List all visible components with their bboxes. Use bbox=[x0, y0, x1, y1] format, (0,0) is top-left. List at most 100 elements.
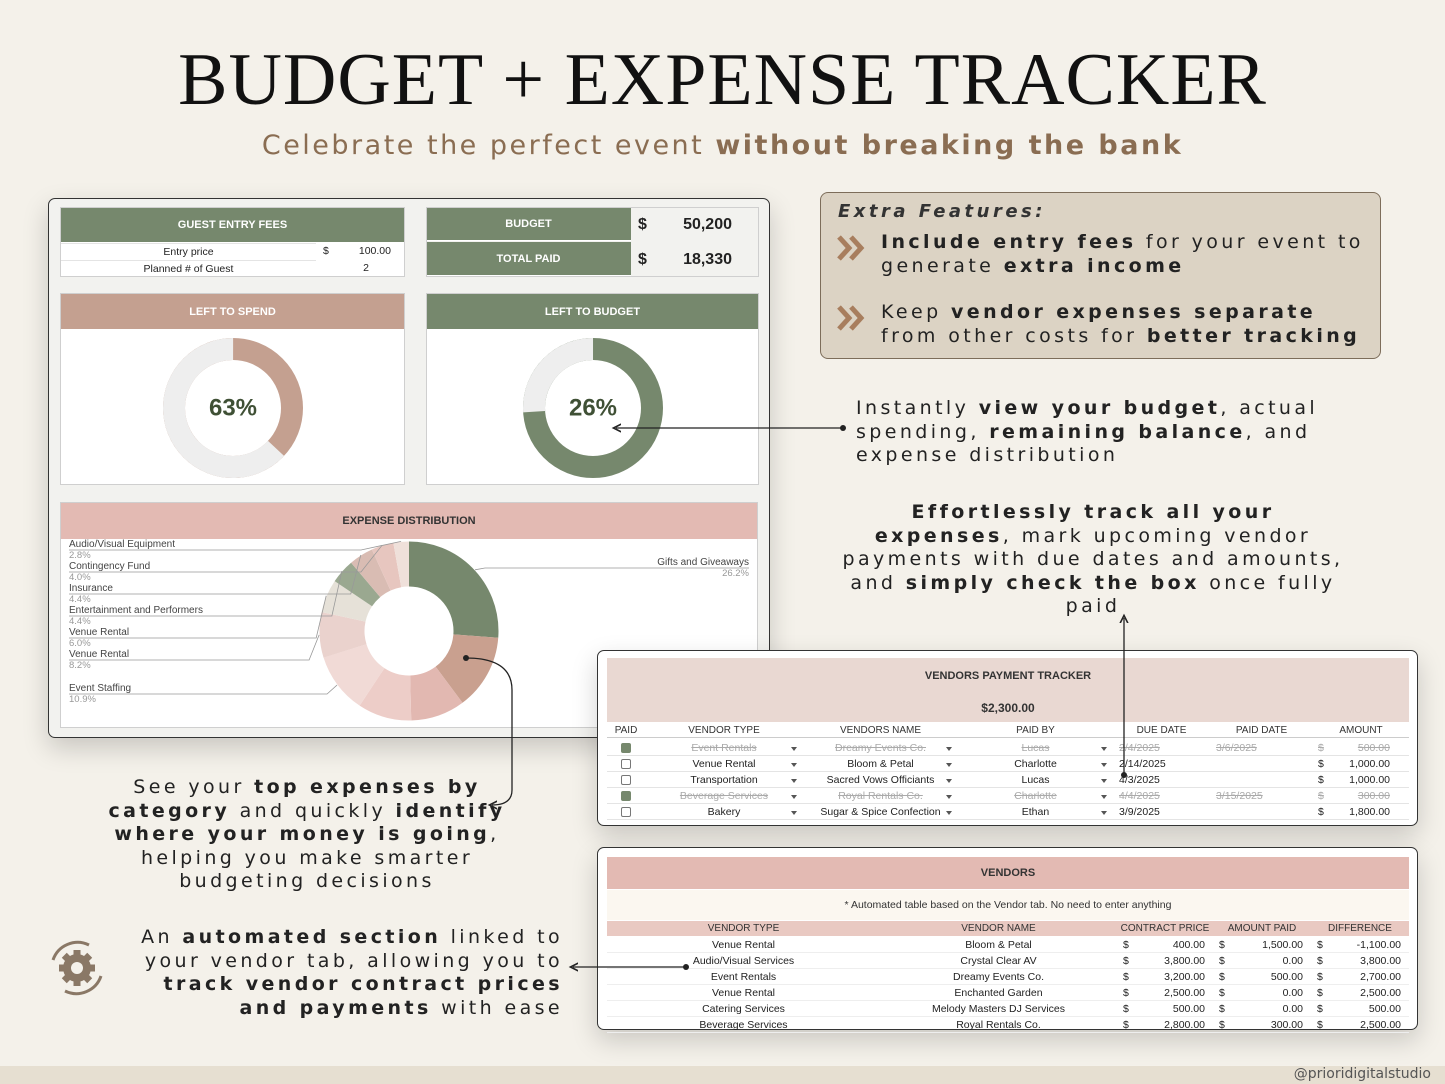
cell-due-date: 2/4/2025 bbox=[1119, 742, 1160, 754]
leader-line bbox=[69, 554, 362, 595]
guest-fees-header: GUEST ENTRY FEES bbox=[61, 208, 404, 242]
text-segment: Instantly bbox=[856, 397, 979, 419]
pie-slice bbox=[319, 541, 499, 721]
cell-vendor-name: Sugar & Spice Confection bbox=[820, 806, 941, 818]
slice-name: Insurance bbox=[69, 583, 113, 594]
cell-amount: 1,000.00 bbox=[1349, 758, 1390, 770]
leader-line bbox=[474, 567, 749, 571]
paid-checkbox bbox=[621, 807, 631, 817]
row-line bbox=[607, 771, 1409, 772]
slice-name: Event Staffing bbox=[69, 683, 131, 694]
cell-vendor-type: Venue Rental bbox=[692, 758, 756, 770]
text-segment: Include entry fees bbox=[881, 231, 1137, 253]
text-segment: Keep bbox=[881, 301, 951, 323]
slice-percent: 4.4% bbox=[69, 616, 91, 627]
leader-line bbox=[69, 570, 343, 617]
gauge-label: 63% bbox=[209, 394, 257, 421]
vendor-amount: -1,100.00 bbox=[1356, 939, 1401, 951]
vendor-currency: $ bbox=[1317, 955, 1323, 967]
text-segment: simply check the box bbox=[905, 571, 1200, 594]
row-line bbox=[607, 984, 1409, 985]
gauge-box: LEFT TO BUDGET 26% bbox=[426, 293, 759, 485]
text-segment: automated section bbox=[182, 926, 442, 948]
pie-slice bbox=[319, 541, 499, 721]
vendor-amount: 2,500.00 bbox=[1360, 1019, 1401, 1031]
vendor-amount: 0.00 bbox=[1282, 955, 1303, 967]
callout-expenses: See your top expenses by category and qu… bbox=[106, 776, 508, 894]
cell-paid-by: Charlotte bbox=[1014, 790, 1057, 802]
cell-amount: 1,800.00 bbox=[1349, 806, 1390, 818]
cell-currency: $ bbox=[1318, 758, 1324, 770]
text-segment: , mark upcoming vendor payments with due… bbox=[842, 524, 1344, 594]
callout-dashboard: Instantly view your budget, actual spend… bbox=[856, 397, 1326, 468]
slice-percent: 26.2% bbox=[722, 568, 749, 579]
cell-amount: 500.00 bbox=[1357, 742, 1390, 754]
cell-due-date: 4/3/2025 bbox=[1119, 774, 1160, 786]
column-header: VENDOR NAME bbox=[880, 921, 1117, 936]
cell-currency: $ bbox=[1318, 806, 1324, 818]
dropdown-arrow bbox=[946, 747, 952, 751]
gauge-header: LEFT TO SPEND bbox=[61, 294, 404, 329]
leader-line bbox=[69, 595, 327, 639]
dropdown-arrow bbox=[791, 763, 797, 767]
gauge: 26% bbox=[523, 338, 663, 478]
text-segment: for your event to generate bbox=[881, 231, 1364, 277]
row-line bbox=[607, 819, 1409, 820]
vendor-currency: $ bbox=[1219, 939, 1225, 951]
vendor-cell: Enchanted Garden bbox=[954, 987, 1043, 999]
dropdown-arrow bbox=[1101, 795, 1107, 799]
vendor-cell: Royal Rentals Co. bbox=[956, 1019, 1041, 1031]
cell-due-date: 4/4/2025 bbox=[1119, 790, 1160, 802]
vendor-currency: $ bbox=[1219, 1019, 1225, 1031]
totals-box bbox=[426, 207, 759, 277]
feature-text: Include entry fees for your event to gen… bbox=[881, 231, 1371, 278]
paid-checkbox bbox=[621, 791, 631, 801]
total-currency: $ bbox=[638, 251, 647, 268]
vendor-amount: 500.00 bbox=[1368, 1003, 1401, 1015]
vendor-amount: 2,500.00 bbox=[1360, 987, 1401, 999]
dropdown-arrow bbox=[1101, 779, 1107, 783]
dropdown-arrow bbox=[1101, 747, 1107, 751]
pie-slice bbox=[319, 541, 499, 721]
tracker-total: $2,300.00 bbox=[981, 701, 1035, 715]
guest-fees-box: GUEST ENTRY FEES Entry price $100.00 Planne… bbox=[60, 207, 405, 277]
text-segment: Effortlessly track all your expenses bbox=[874, 501, 1275, 547]
slice-name: Contingency Fund bbox=[69, 561, 150, 572]
leader-line bbox=[69, 634, 320, 661]
fee-label: Entry price bbox=[61, 243, 316, 259]
vendor-cell: Venue Rental bbox=[711, 939, 776, 951]
cell-due-date: 2/14/2025 bbox=[1119, 758, 1166, 770]
vendor-amount: 2,700.00 bbox=[1360, 971, 1401, 983]
vendor-cell: Venue Rental bbox=[711, 987, 776, 999]
vendor-amount: 3,800.00 bbox=[1164, 955, 1205, 967]
text-segment: extra income bbox=[1003, 254, 1185, 277]
chevron bbox=[837, 305, 865, 331]
cell-currency: $ bbox=[1318, 774, 1324, 786]
vendor-amount: 2,800.00 bbox=[1164, 1019, 1205, 1031]
text-segment: vendor expenses separate bbox=[951, 301, 1317, 323]
slice-name: Venue Rental bbox=[69, 649, 129, 660]
chevron-icon bbox=[837, 235, 865, 261]
row-line bbox=[607, 803, 1409, 804]
fee-label: Planned # of Guest bbox=[61, 260, 316, 276]
vendor-currency: $ bbox=[1219, 955, 1225, 967]
feature-text: Keep vendor expenses separate from other… bbox=[881, 301, 1371, 348]
dropdown-arrow bbox=[946, 779, 952, 783]
slice-name: Gifts and Giveaways bbox=[657, 557, 749, 568]
vendor-amount: 0.00 bbox=[1282, 987, 1303, 999]
vendor-cell: Crystal Clear AV bbox=[960, 955, 1037, 967]
slice-percent: 4.4% bbox=[69, 594, 91, 605]
dropdown-arrow bbox=[946, 811, 952, 815]
slice-percent: 10.9% bbox=[69, 694, 96, 705]
cell-vendor-type: Transportation bbox=[690, 774, 758, 786]
vendor-cell: Event Rentals bbox=[710, 971, 777, 983]
cell-vendor-type: Event Rentals bbox=[691, 742, 757, 754]
vendor-amount: 300.00 bbox=[1270, 1019, 1303, 1031]
total-value: 18,330 bbox=[683, 251, 732, 268]
vendor-currency: $ bbox=[1123, 1003, 1129, 1015]
callout-vendors: An automated section linked to your vend… bbox=[108, 926, 563, 1020]
row-line bbox=[607, 755, 1409, 756]
column-header: VENDOR TYPE bbox=[607, 921, 880, 936]
